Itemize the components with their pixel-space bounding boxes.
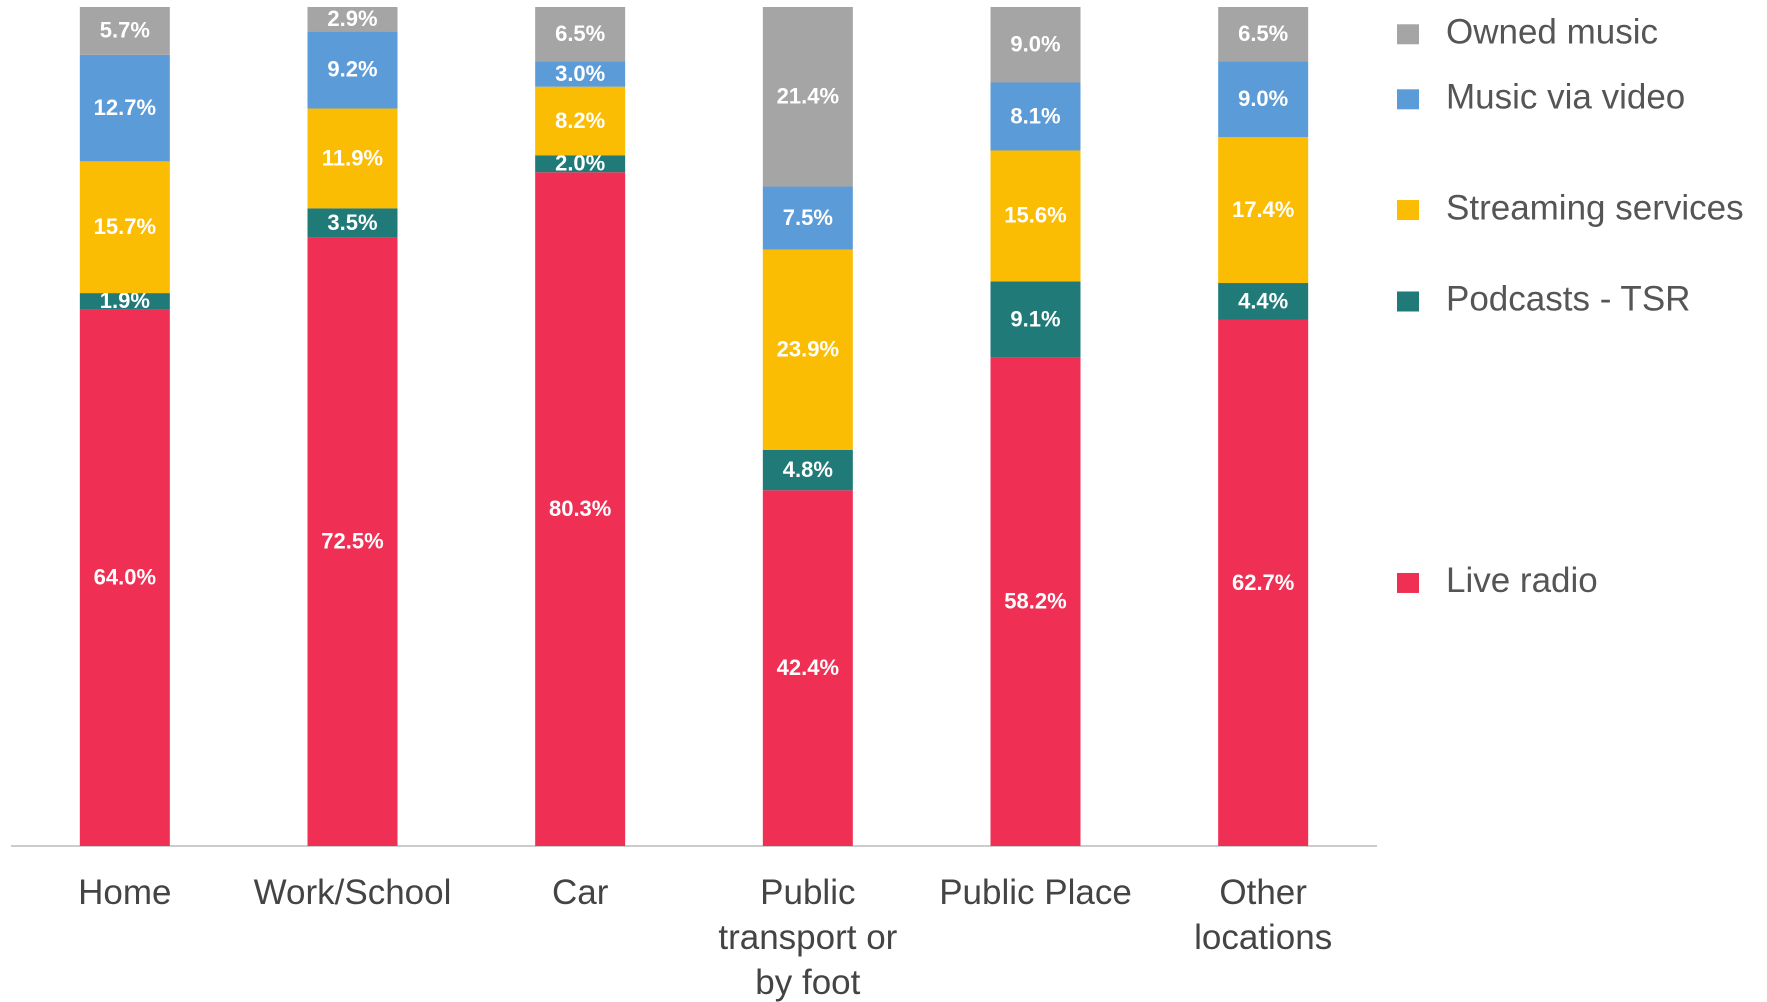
bar-segment <box>762 449 853 491</box>
bar-segment <box>79 7 170 55</box>
x-tick-label: Home <box>78 873 172 912</box>
data-label: 23.9% <box>777 337 839 362</box>
bar-segment <box>307 208 398 238</box>
bar-segment <box>535 172 626 846</box>
legend-swatch <box>1397 572 1419 593</box>
data-label: 58.2% <box>1004 589 1066 614</box>
legend-swatch <box>1397 200 1419 221</box>
bar-segment <box>307 7 398 32</box>
data-label: 15.7% <box>94 214 156 239</box>
data-label: 42.4% <box>777 655 839 680</box>
x-tick-label: Other locations <box>1194 873 1333 957</box>
data-label: 2.9% <box>327 6 377 31</box>
data-label: 12.7% <box>94 95 156 120</box>
data-label: 62.7% <box>1232 570 1294 595</box>
bar-segment <box>307 31 398 109</box>
data-label: 6.5% <box>555 21 605 46</box>
legend-label: Music via video <box>1446 78 1685 117</box>
data-label: 9.2% <box>327 57 377 82</box>
bar-segment <box>990 357 1081 846</box>
data-label: 21.4% <box>777 84 839 109</box>
data-label: 5.7% <box>100 18 150 43</box>
bar-segment <box>1218 61 1309 138</box>
data-label: 17.4% <box>1232 197 1294 222</box>
bar-segment <box>535 7 626 62</box>
data-label: 64.0% <box>94 564 156 589</box>
bar-segment <box>762 186 853 250</box>
bar-segment <box>990 82 1081 151</box>
bar-segment <box>1218 137 1309 284</box>
bar-segment <box>307 108 398 209</box>
x-tick-label: Public Place <box>939 873 1132 912</box>
data-label: 7.5% <box>783 205 833 230</box>
data-label: 9.0% <box>1010 32 1060 57</box>
x-tick-label: Work/School <box>253 873 452 912</box>
bar-segment <box>307 237 398 847</box>
bar-segment <box>535 61 626 87</box>
bar-segment <box>990 281 1081 358</box>
bar-segment <box>79 309 170 846</box>
x-tick-label: Car <box>551 873 609 912</box>
bar-segment <box>535 86 626 156</box>
data-label: 4.4% <box>1238 288 1288 313</box>
data-label: 8.2% <box>555 108 605 133</box>
data-label: 72.5% <box>321 529 383 554</box>
legend-label: Live radio <box>1446 561 1598 600</box>
legend-swatch <box>1397 24 1419 45</box>
bar-segment <box>990 7 1081 83</box>
data-label: 15.6% <box>1004 203 1066 228</box>
bar-segment <box>79 161 170 294</box>
x-tick-label: Public transport or by foot <box>718 873 898 1002</box>
bar-segment <box>79 54 170 162</box>
bar-segment <box>535 155 626 173</box>
data-label: 11.9% <box>322 145 383 170</box>
legend-swatch <box>1397 89 1419 110</box>
bar-segment <box>990 150 1081 282</box>
legend-label: Podcasts - TSR <box>1446 280 1690 319</box>
legend-swatch <box>1397 291 1419 312</box>
legend-label: Owned music <box>1446 13 1658 52</box>
bar-segment <box>762 249 853 450</box>
data-label: 3.5% <box>327 210 377 235</box>
data-label: 80.3% <box>549 496 611 521</box>
data-label: 9.0% <box>1238 86 1288 111</box>
bar-segment <box>1218 7 1309 62</box>
bar-segment <box>1218 283 1309 320</box>
bar-segment <box>762 7 853 187</box>
bar-segment <box>762 490 853 846</box>
data-label: 6.5% <box>1238 21 1288 46</box>
data-label: 8.1% <box>1010 103 1060 128</box>
bar-segment <box>79 293 170 310</box>
data-label: 9.1% <box>1010 306 1060 331</box>
legend-label: Streaming services <box>1446 188 1744 227</box>
bar-segment <box>1218 319 1309 846</box>
data-label: 3.0% <box>555 61 605 86</box>
data-label: 4.8% <box>783 457 833 482</box>
